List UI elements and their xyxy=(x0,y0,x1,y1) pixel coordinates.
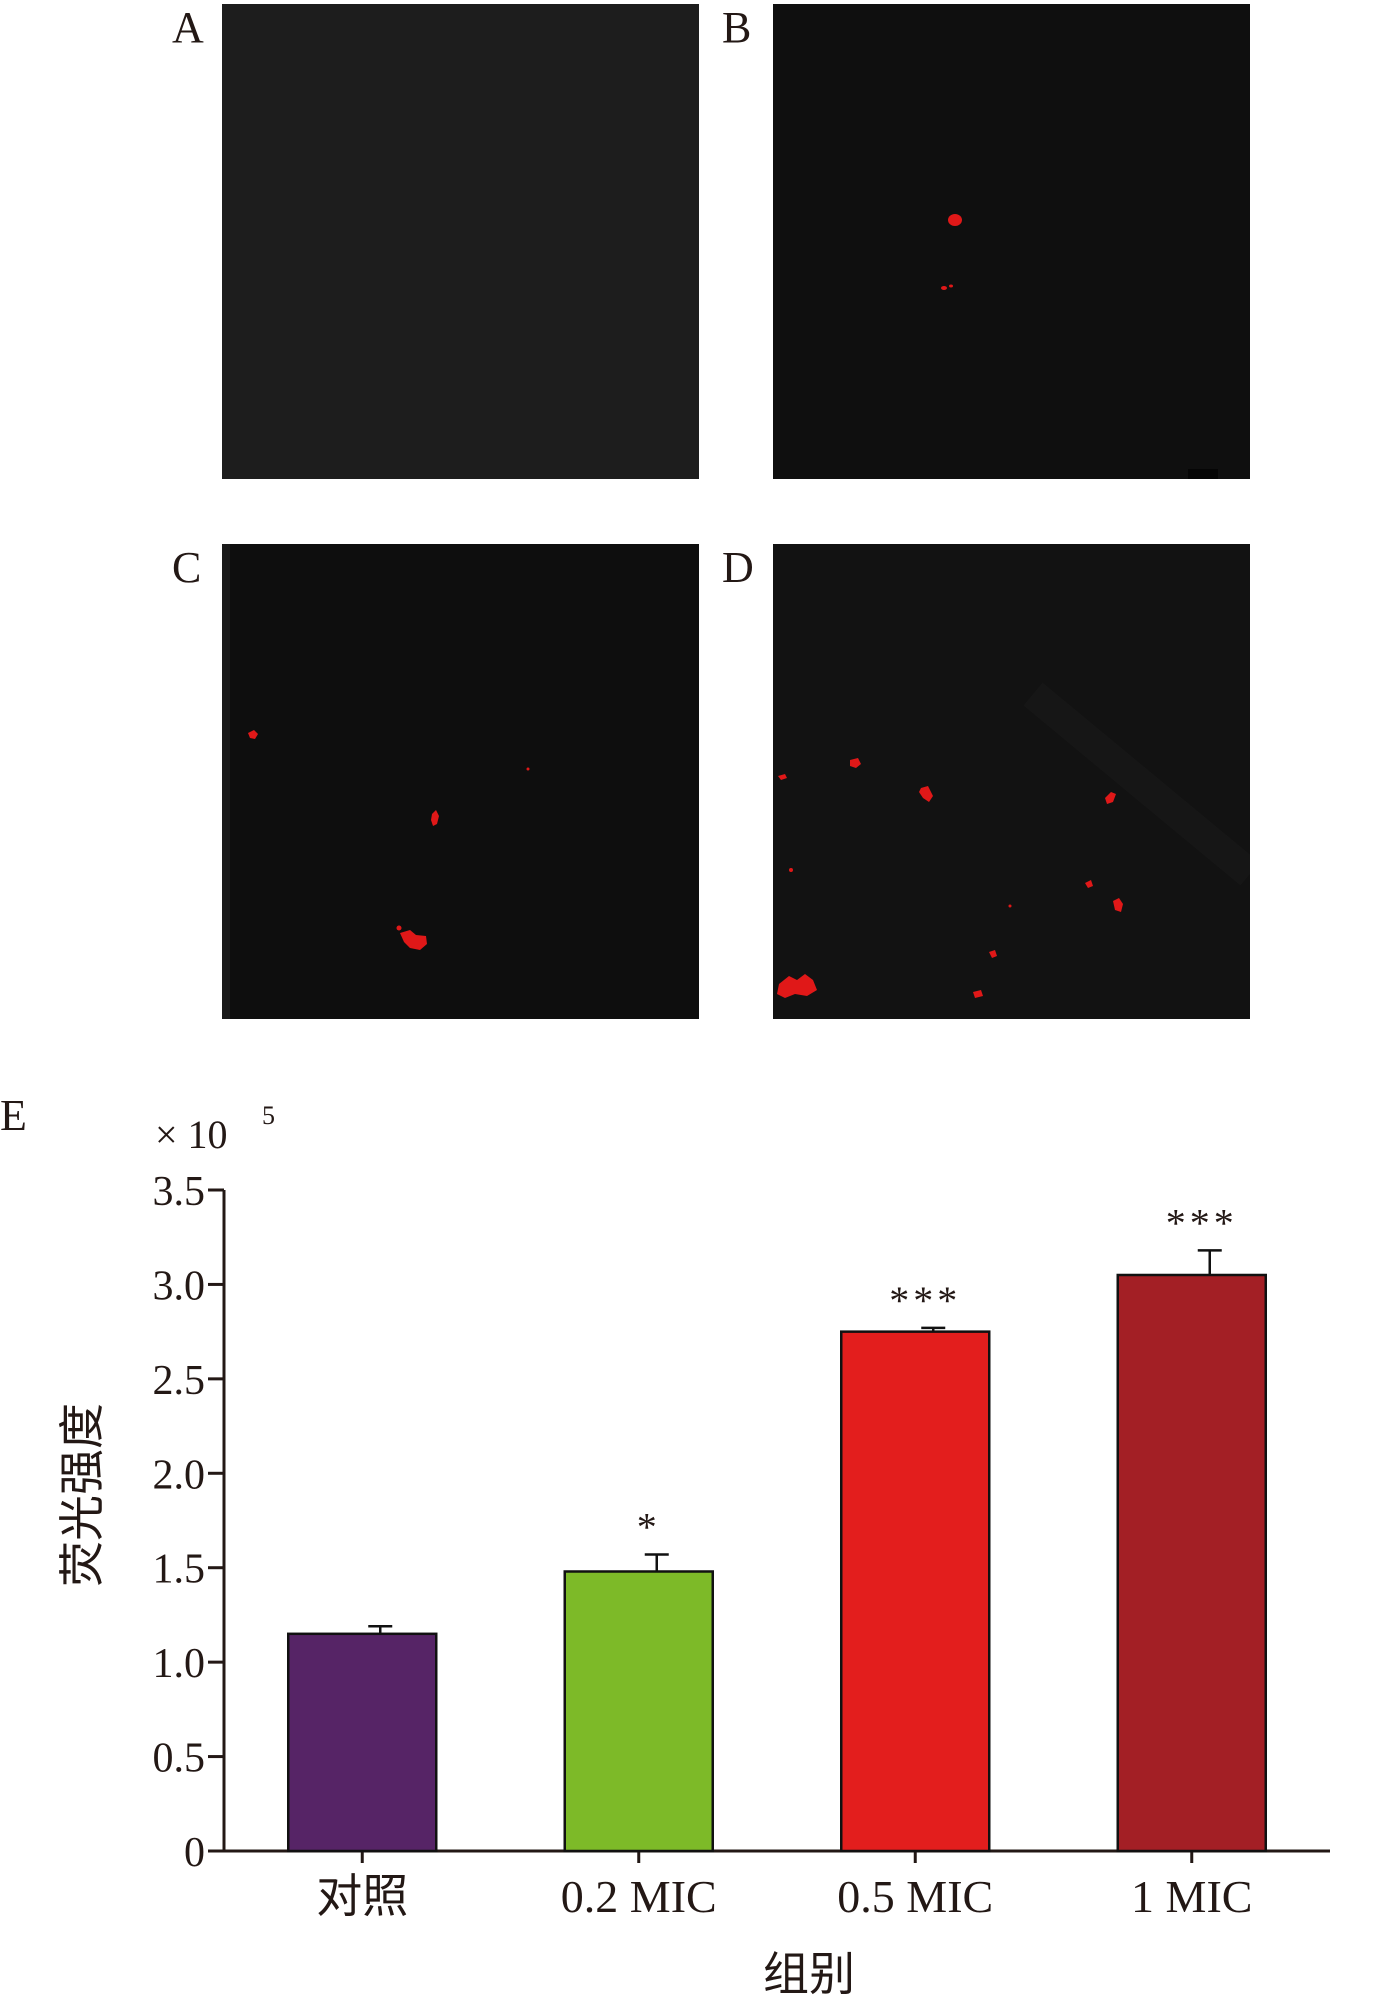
chart-panel-label: E xyxy=(0,1091,27,1140)
micrograph-d xyxy=(773,544,1250,1019)
y-tick-label: 0.5 xyxy=(153,1736,206,1782)
significance-label: *** xyxy=(889,1278,961,1323)
x-tick-label: 1 MIC xyxy=(1131,1871,1252,1922)
x-axis: 对照 0.2 MIC 0.5 MIC 1 MIC xyxy=(224,1849,1330,1922)
y-multiplier: × 10 5 xyxy=(155,1101,275,1157)
x-tick-label: 0.5 MIC xyxy=(837,1871,993,1922)
bar xyxy=(1116,1273,1267,1853)
panel-label-d: D xyxy=(722,543,754,592)
panel-label-a: A xyxy=(172,3,204,52)
panel-label-b: B xyxy=(722,3,752,52)
y-tick-label: 2.5 xyxy=(153,1358,206,1404)
y-axis: 0 0.5 1.0 1.5 2.0 2.5 3.0 3.5 xyxy=(153,1169,226,1876)
micrograph-d-image xyxy=(773,544,1250,1019)
micrograph-b-image xyxy=(773,4,1250,479)
micrograph-b xyxy=(773,4,1250,479)
y-tick-label: 2.0 xyxy=(153,1452,206,1498)
panel-label-c: C xyxy=(172,543,202,592)
micrograph-c xyxy=(222,544,699,1019)
bar xyxy=(287,1632,438,1853)
bar-chart: E × 10 5 0 0.5 1.0 1.5 2.0 2.5 3.0 3.5 对照 0.2 MI… xyxy=(0,1091,1330,2000)
y-tick-label: 3.5 xyxy=(153,1169,206,1215)
x-tick-label: 对照 xyxy=(316,1871,408,1922)
y-tick-label: 1.5 xyxy=(153,1547,206,1593)
y-tick-label: 1.0 xyxy=(153,1641,206,1687)
significance-label: * xyxy=(637,1504,661,1549)
bars: ******* xyxy=(287,1200,1267,1853)
micrograph-c-image xyxy=(222,544,699,1019)
y-multiplier-exponent: 5 xyxy=(262,1101,275,1130)
y-multiplier-base: × 10 xyxy=(155,1112,228,1157)
micrograph-a-image xyxy=(222,4,699,479)
y-tick-label: 3.0 xyxy=(153,1263,206,1309)
significance-label: *** xyxy=(1166,1200,1238,1245)
x-tick-label: 0.2 MIC xyxy=(561,1871,717,1922)
y-tick-label: 0 xyxy=(184,1830,205,1876)
bar xyxy=(563,1570,714,1853)
y-axis-label: 荧光强度 xyxy=(57,1403,108,1587)
x-axis-label: 组别 xyxy=(763,1949,855,2000)
bar xyxy=(840,1330,991,1853)
micrograph-a xyxy=(222,4,699,479)
